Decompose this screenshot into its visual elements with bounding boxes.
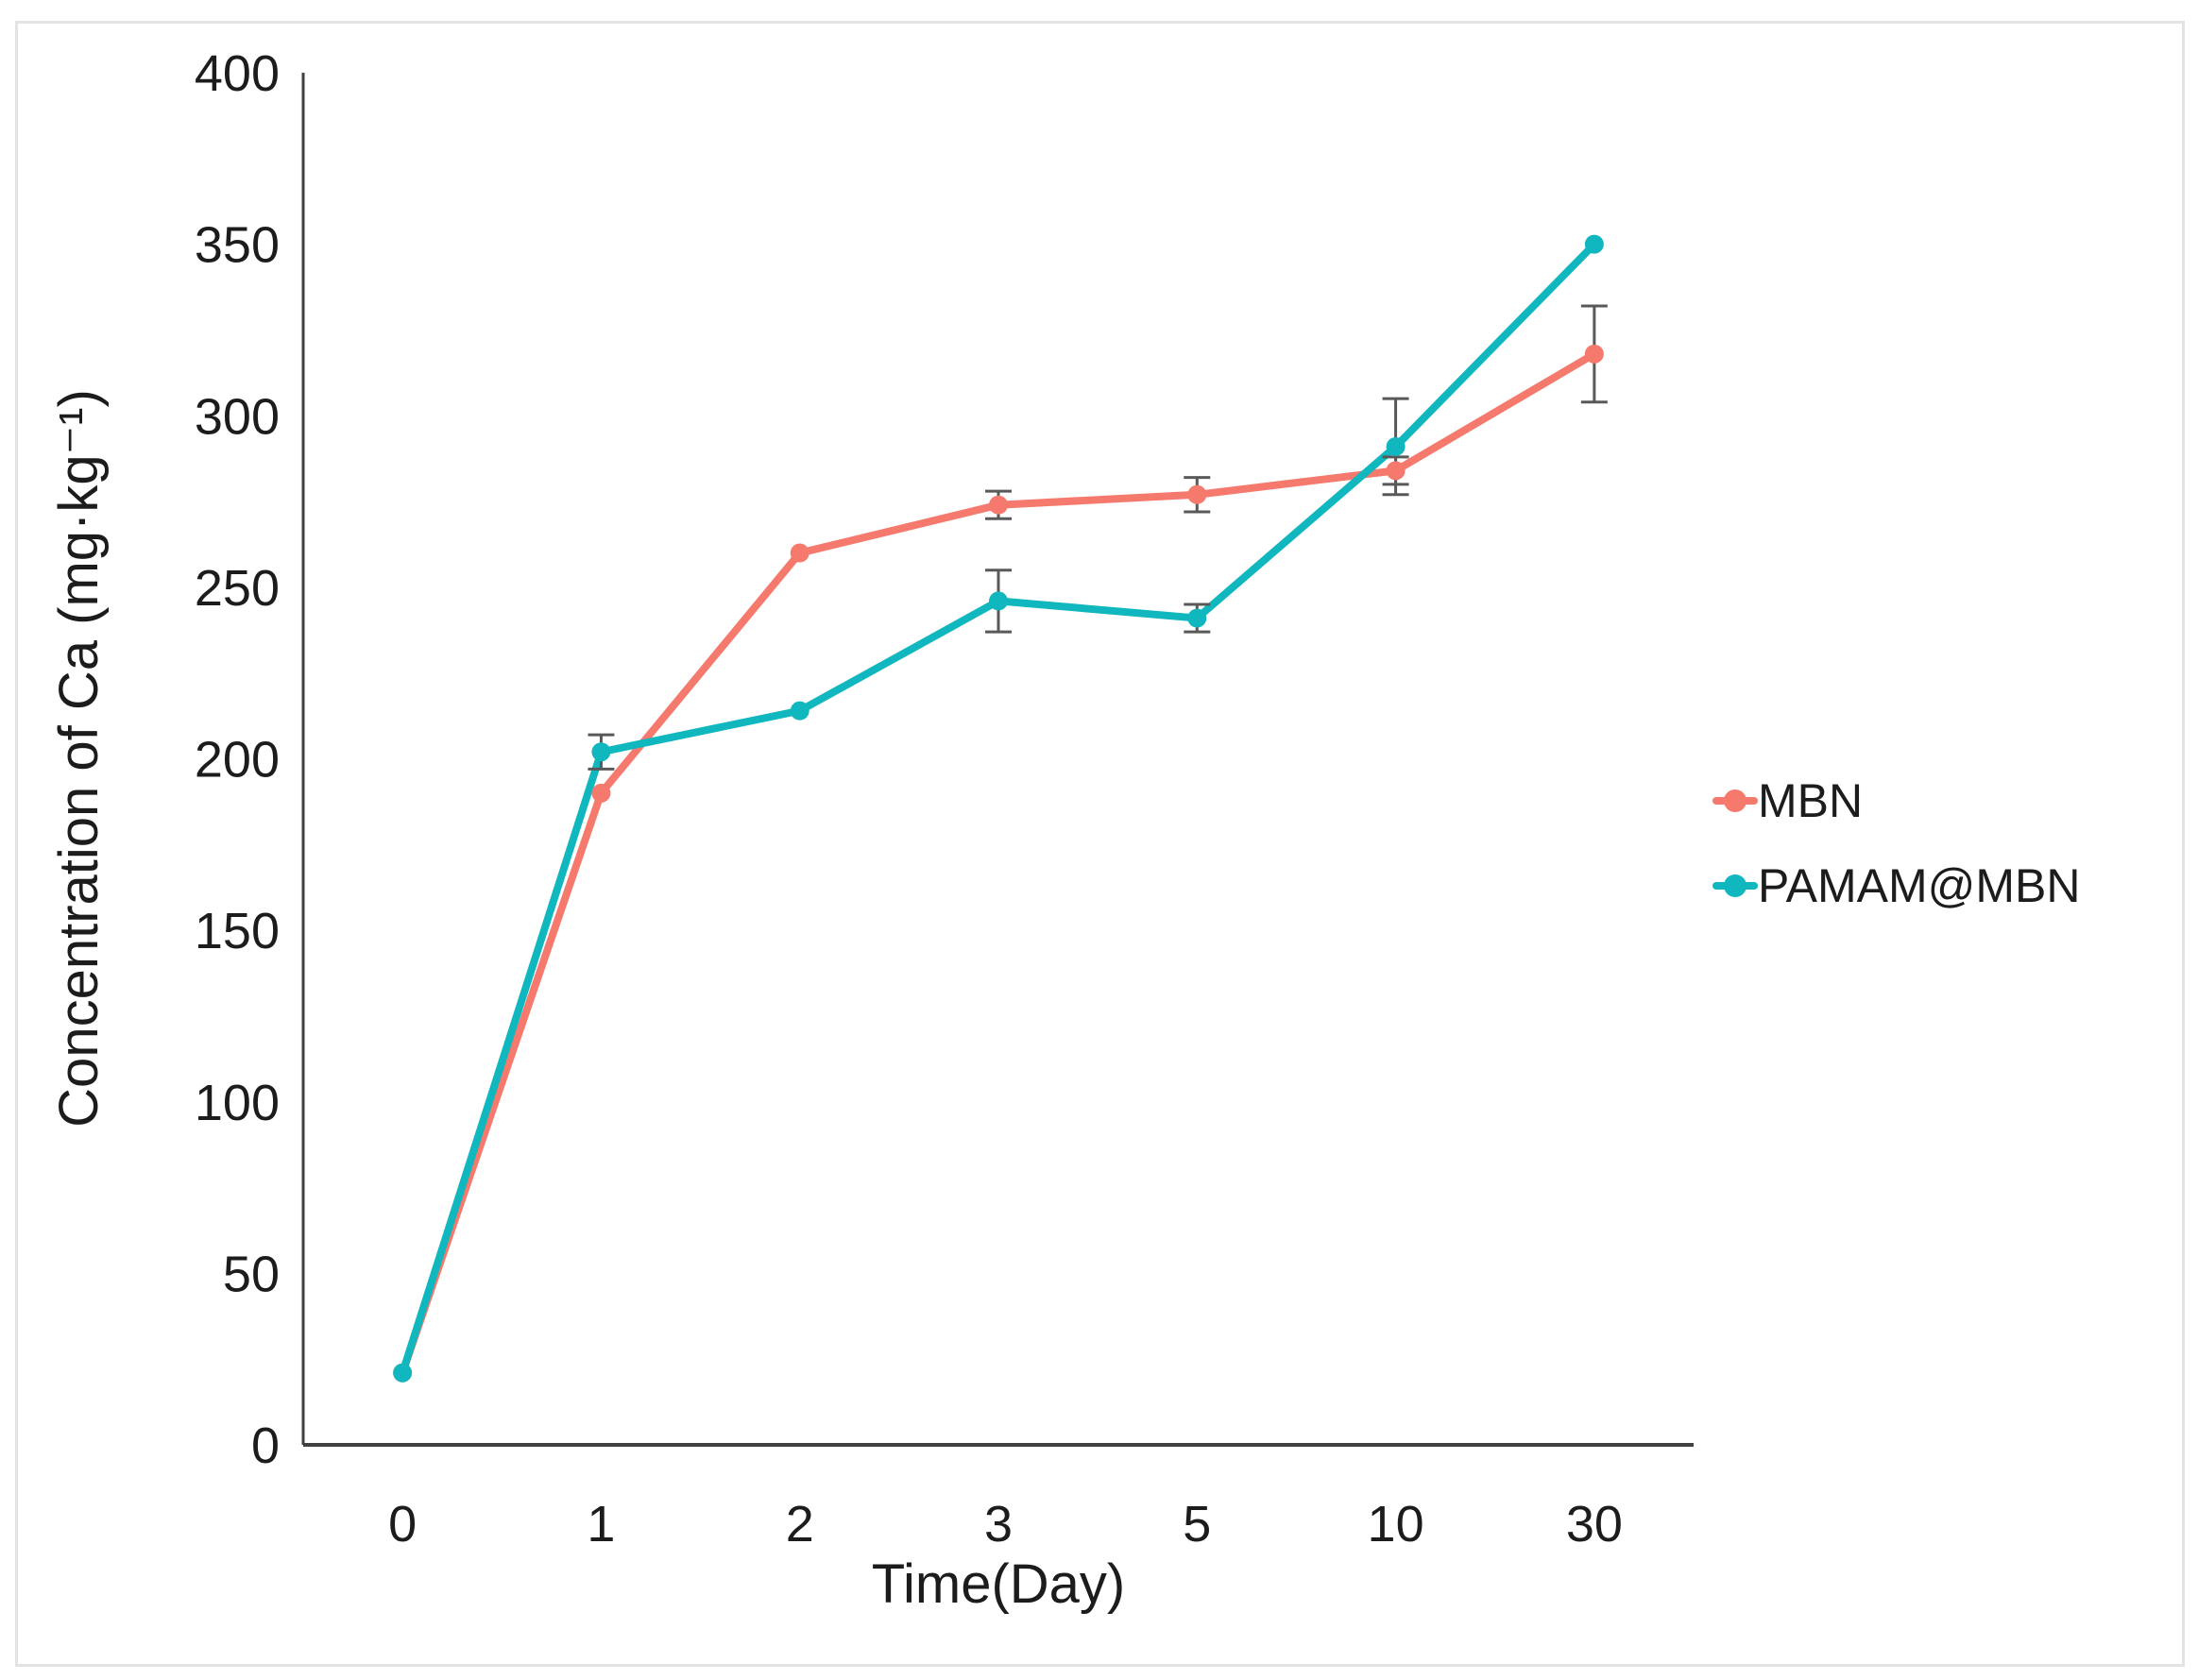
pamam-mbn-line-marker-icon <box>1712 874 1758 897</box>
svg-text:0: 0 <box>251 1417 280 1474</box>
svg-text:150: 150 <box>195 903 280 959</box>
y-axis-tick-labels: 0 50 100 150 200 250 300 350 400 <box>195 45 280 1474</box>
x-axis-title: Time(Day) <box>872 1553 1126 1615</box>
svg-text:10: 10 <box>1368 1496 1424 1553</box>
chart-legend: MBN PAMAM@MBN <box>1712 773 2081 913</box>
svg-text:350: 350 <box>195 217 280 274</box>
svg-text:3: 3 <box>984 1496 1013 1553</box>
x-axis-tick-labels: 0 1 2 3 5 10 30 <box>388 1496 1623 1553</box>
svg-text:5: 5 <box>1183 1496 1211 1553</box>
legend-label-pamam-mbn: PAMAM@MBN <box>1758 859 2081 912</box>
mbn-dot-icon <box>1724 789 1746 812</box>
svg-text:0: 0 <box>388 1496 417 1553</box>
svg-text:30: 30 <box>1566 1496 1623 1553</box>
svg-text:2: 2 <box>786 1496 814 1553</box>
legend-item-mbn: MBN <box>1712 773 2081 828</box>
svg-text:300: 300 <box>195 388 280 445</box>
y-axis-title: Concentration of Ca (mg·kg⁻¹) <box>48 389 110 1128</box>
svg-text:100: 100 <box>195 1075 280 1131</box>
svg-text:1: 1 <box>587 1496 615 1553</box>
svg-text:250: 250 <box>195 560 280 617</box>
svg-text:200: 200 <box>195 732 280 789</box>
series-plot-area <box>393 234 1608 1383</box>
svg-text:50: 50 <box>223 1246 280 1302</box>
legend-label-mbn: MBN <box>1758 774 1864 827</box>
pamam-mbn-dot-icon <box>1724 874 1746 897</box>
mbn-line-marker-icon <box>1712 789 1758 812</box>
svg-text:400: 400 <box>195 45 280 102</box>
figure-border: 0 50 100 150 200 250 300 350 400 0 1 2 3 5 10 30 Conce… <box>15 21 2185 1667</box>
legend-item-pamam-mbn: PAMAM@MBN <box>1712 858 2081 913</box>
